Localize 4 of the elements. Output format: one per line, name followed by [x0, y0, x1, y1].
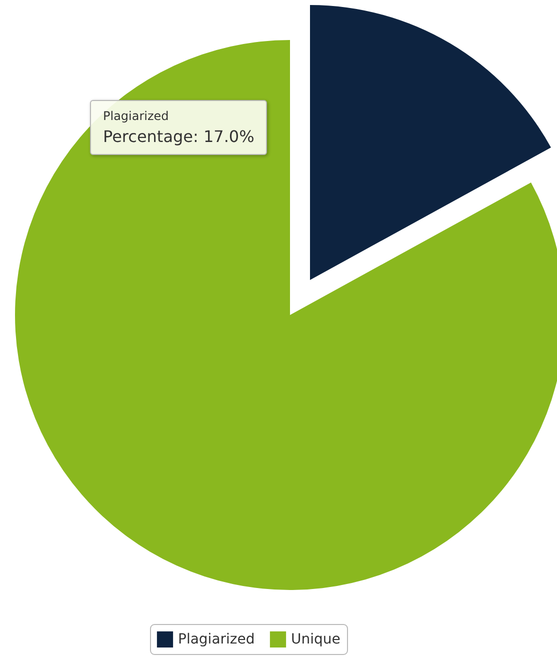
- text: Plagiarized: [103, 109, 170, 123]
- legend-label: Unique: [291, 631, 340, 648]
- legend-label: Plagiarized: [178, 631, 255, 648]
- text: Percentage: 17.0%: [103, 127, 254, 146]
